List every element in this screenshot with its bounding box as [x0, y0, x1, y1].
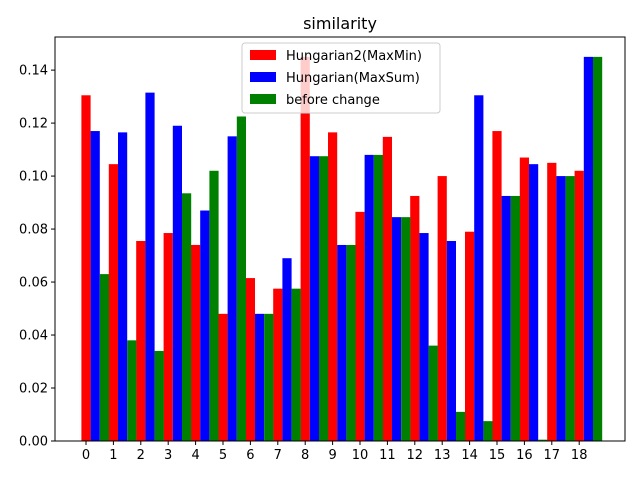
bar-2-12 [428, 345, 438, 441]
bar-1-16 [529, 164, 539, 441]
bar-1-10 [364, 154, 374, 441]
bar-2-10 [373, 154, 383, 441]
bar-2-11 [401, 217, 411, 441]
x-tick-label: 9 [328, 448, 336, 463]
bar-1-7 [282, 258, 292, 441]
x-tick-label: 15 [489, 448, 506, 463]
bar-2-2 [154, 350, 164, 441]
bar-0-5 [218, 313, 228, 441]
bar-0-14 [465, 231, 475, 441]
bar-0-3 [163, 233, 173, 441]
x-tick-label: 10 [352, 448, 369, 463]
bar-0-18 [574, 170, 584, 441]
x-tick-label: 6 [246, 448, 254, 463]
x-tick-label: 12 [407, 448, 424, 463]
bar-1-12 [419, 233, 429, 441]
bar-0-8 [300, 56, 310, 442]
plot-frame [54, 36, 626, 442]
y-tick-label: 0.02 [19, 382, 48, 397]
bars-layer [81, 56, 603, 442]
y-tick-label: 0.10 [19, 170, 48, 185]
y-tick-label: 0.00 [19, 435, 48, 450]
x-tick-label: 13 [434, 448, 451, 463]
bar-1-11 [392, 217, 402, 441]
bar-0-9 [328, 132, 338, 441]
bar-1-1 [118, 132, 128, 441]
bar-2-4 [209, 170, 219, 441]
bar-2-13 [456, 411, 466, 441]
bar-0-16 [519, 157, 529, 442]
y-tick-label: 0.06 [19, 276, 48, 291]
bar-1-2 [145, 92, 155, 441]
y-axis: 0.00 0.02 0.04 0.06 0.08 0.10 0.12 0.14 [19, 64, 55, 450]
y-tick-label: 0.12 [19, 117, 48, 132]
bar-1-17 [556, 176, 566, 441]
legend-swatch [250, 50, 276, 60]
x-tick-label: 7 [274, 448, 282, 463]
bar-1-3 [172, 125, 182, 441]
legend-swatch [250, 72, 276, 82]
x-tick-label: 18 [571, 448, 588, 463]
bar-1-0 [90, 131, 100, 442]
legend-box [241, 42, 441, 114]
bar-0-12 [410, 195, 420, 441]
bar-2-16 [538, 439, 548, 441]
x-axis: 0 1 2 3 4 5 6 7 8 9 10 11 12 13 14 15 16 17 18 [82, 441, 588, 463]
legend-label: before change [286, 93, 380, 108]
bar-2-18 [593, 56, 603, 442]
bar-2-8 [319, 156, 329, 441]
x-tick-label: 1 [109, 448, 117, 463]
bar-1-13 [446, 240, 456, 441]
y-tick-label: 0.04 [19, 329, 48, 344]
legend-swatch [250, 94, 276, 104]
bar-0-13 [437, 176, 447, 441]
bar-0-15 [492, 131, 502, 442]
bar-2-5 [236, 116, 246, 441]
bar-1-8 [309, 156, 319, 441]
bar-1-15 [501, 195, 511, 441]
bar-2-3 [182, 193, 192, 441]
bar-0-2 [136, 240, 146, 441]
legend: Hungarian2(MaxMin) Hungarian(MaxSum) befor… [241, 42, 441, 114]
x-tick-label: 11 [379, 448, 396, 463]
bar-2-14 [483, 421, 493, 441]
bar-0-1 [108, 164, 118, 441]
bar-1-9 [337, 244, 347, 441]
bar-0-7 [273, 288, 283, 441]
bar-1-4 [200, 210, 210, 441]
x-tick-label: 0 [82, 448, 90, 463]
y-tick-label: 0.14 [19, 64, 48, 79]
x-tick-label: 5 [219, 448, 227, 463]
x-tick-label: 16 [516, 448, 533, 463]
x-tick-label: 14 [461, 448, 478, 463]
bar-2-7 [291, 288, 301, 441]
chart-title: similarity [303, 14, 377, 33]
bar-0-11 [382, 136, 392, 441]
bar-2-6 [264, 313, 274, 441]
legend-label: Hungarian2(MaxMin) [286, 49, 422, 64]
x-tick-label: 8 [301, 448, 309, 463]
bar-2-1 [127, 340, 137, 441]
bar-2-9 [346, 244, 356, 441]
bar-1-6 [255, 313, 265, 441]
bar-0-10 [355, 211, 365, 441]
legend-label: Hungarian(MaxSum) [286, 71, 420, 86]
bar-0-17 [547, 162, 557, 441]
bar-0-0 [81, 95, 91, 441]
bar-0-4 [191, 244, 201, 441]
x-tick-label: 17 [544, 448, 561, 463]
bar-0-6 [245, 278, 255, 441]
bar-2-15 [510, 195, 520, 441]
x-tick-label: 3 [164, 448, 172, 463]
bar-1-18 [583, 56, 593, 442]
bar-1-14 [474, 95, 484, 441]
bar-1-5 [227, 136, 237, 441]
y-tick-label: 0.08 [19, 223, 48, 238]
bar-2-0 [99, 274, 109, 441]
x-tick-label: 4 [191, 448, 199, 463]
x-tick-label: 2 [137, 448, 145, 463]
bar-2-17 [565, 176, 575, 441]
